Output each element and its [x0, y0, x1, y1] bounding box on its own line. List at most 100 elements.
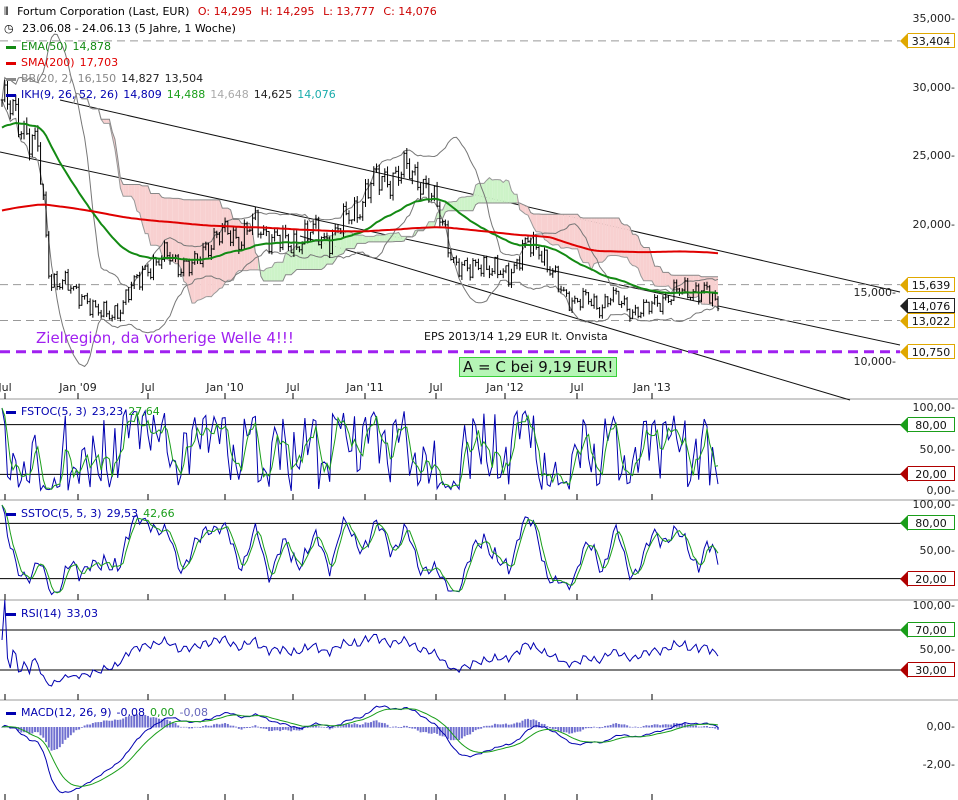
price-bar	[132, 275, 136, 289]
macd-histogram-bar	[119, 719, 122, 728]
macd-histogram-bar	[89, 724, 92, 728]
ichimoku-cloud-segment	[682, 275, 685, 295]
ichimoku-cloud-segment	[384, 233, 388, 242]
macd-histogram-bar	[642, 725, 645, 728]
macd-histogram-bar	[367, 722, 370, 728]
macd-histogram-bar	[637, 727, 640, 728]
macd-histogram-bar	[356, 724, 359, 728]
price-bar	[556, 265, 560, 293]
macd-histogram-bar	[199, 727, 202, 728]
ichimoku-cloud-segment	[574, 214, 578, 249]
legend-sma[interactable]: SMA(200) 17,703	[6, 56, 123, 69]
macd-histogram-bar	[375, 720, 378, 728]
ichimoku-cloud-segment	[486, 177, 490, 204]
ichimoku-cloud-segment	[610, 217, 614, 256]
price-bar	[223, 217, 227, 233]
fstoc-axis-label: 0,00-	[926, 484, 955, 497]
price-bar	[471, 258, 475, 279]
price-bar	[14, 94, 18, 112]
price-bar	[603, 293, 607, 309]
ichimoku-cloud-segment	[671, 274, 674, 290]
ichimoku-cloud-segment	[580, 217, 584, 263]
ikh-kijun-value: 14,488	[166, 88, 206, 101]
macd-histogram-bar	[149, 717, 152, 728]
price-bar	[623, 295, 626, 306]
price-bar	[108, 310, 111, 320]
price-bar	[526, 236, 530, 243]
macd-histogram-bar	[510, 724, 513, 728]
price-bar	[636, 306, 640, 319]
price-bar	[686, 277, 690, 299]
legend-rsi[interactable]: RSI(14) 33,03	[6, 607, 103, 620]
legend-macd[interactable]: MACD(12, 26, 9) -0,08 0,00 -0,08	[6, 706, 213, 719]
ichimoku-cloud-segment	[709, 276, 713, 306]
price-bar	[380, 175, 384, 191]
ichimoku-cloud-segment	[618, 217, 622, 257]
price-bar	[551, 268, 555, 278]
price-bar	[386, 166, 389, 188]
price-tag: 14,076	[900, 298, 955, 315]
macd-histogram-bar	[42, 727, 45, 738]
macd-histogram-bar	[609, 724, 612, 728]
macd-axis-label: 0,00-	[926, 720, 955, 733]
macd-histogram-bar	[284, 727, 287, 730]
legend-bb[interactable]: BB(20, 2) 16,150 14,827 13,504	[6, 72, 208, 85]
macd-histogram-bar	[700, 726, 703, 728]
price-bar	[645, 299, 648, 303]
price-bar	[388, 180, 392, 199]
macd-histogram-bar	[383, 723, 386, 728]
price-bar	[647, 301, 651, 315]
macd-histogram-bar	[188, 727, 191, 729]
price-bar	[653, 294, 656, 305]
legend-fstoc[interactable]: FSTOC(5, 3) 23,23 27,64	[6, 405, 165, 418]
macd-histogram-bar	[246, 727, 249, 729]
macd-label: MACD(12, 26, 9)	[21, 706, 112, 719]
macd-histogram-bar	[102, 720, 105, 728]
price-bar	[113, 305, 117, 320]
price-bar	[507, 262, 511, 287]
macd-histogram-bar	[353, 723, 356, 728]
price-bar	[320, 236, 323, 249]
macd-histogram-bar	[667, 724, 670, 728]
ichimoku-cloud-segment	[183, 199, 187, 284]
macd-histogram-bar	[452, 727, 455, 741]
ichimoku-cloud-segment	[514, 194, 517, 204]
price-bar	[276, 229, 279, 236]
macd-histogram-bar	[185, 726, 188, 728]
price-bar	[185, 260, 188, 262]
macd-histogram-bar	[177, 725, 180, 728]
sstoc-k-line	[1, 504, 719, 596]
price-bar	[595, 295, 599, 310]
price-bar	[683, 277, 687, 294]
price-bar	[273, 227, 276, 242]
price-bar	[72, 286, 75, 291]
macd-histogram-bar	[108, 720, 111, 728]
price-bar	[11, 99, 15, 116]
ichimoku-cloud-segment	[497, 179, 501, 204]
macd-histogram-bar	[615, 723, 618, 728]
ichimoku-cloud-segment	[371, 236, 374, 242]
macd-histogram-bar	[254, 725, 257, 728]
macd-histogram-bar	[488, 725, 491, 728]
price-bar	[61, 279, 64, 290]
rsi-label: RSI(14)	[21, 607, 62, 620]
ichimoku-cloud-segment	[624, 224, 628, 258]
price-bar	[75, 284, 78, 290]
legend-ema[interactable]: EMA(50) 14,878	[6, 40, 116, 53]
macd-histogram-bar	[138, 715, 141, 728]
macd-histogram-bar	[521, 720, 524, 728]
ichimoku-cloud-segment	[602, 217, 606, 263]
price-bar	[441, 219, 444, 226]
legend-sstoc[interactable]: SSTOC(5, 5, 3) 29,53 42,66	[6, 507, 180, 520]
price-bar	[592, 293, 596, 309]
price-bar	[397, 165, 400, 186]
macd-histogram-bar	[447, 727, 450, 739]
price-bar	[642, 299, 645, 317]
x-tick-label: Jan '11	[346, 381, 384, 394]
price-bar	[504, 265, 508, 274]
ichimoku-cloud-segment	[145, 185, 148, 234]
ichimoku-cloud-segment	[134, 184, 137, 211]
legend-ikh[interactable]: IKH(9, 26, 52, 26) 14,809 14,488 14,648 14,6…	[6, 88, 341, 101]
ichimoku-cloud-segment	[167, 197, 170, 262]
